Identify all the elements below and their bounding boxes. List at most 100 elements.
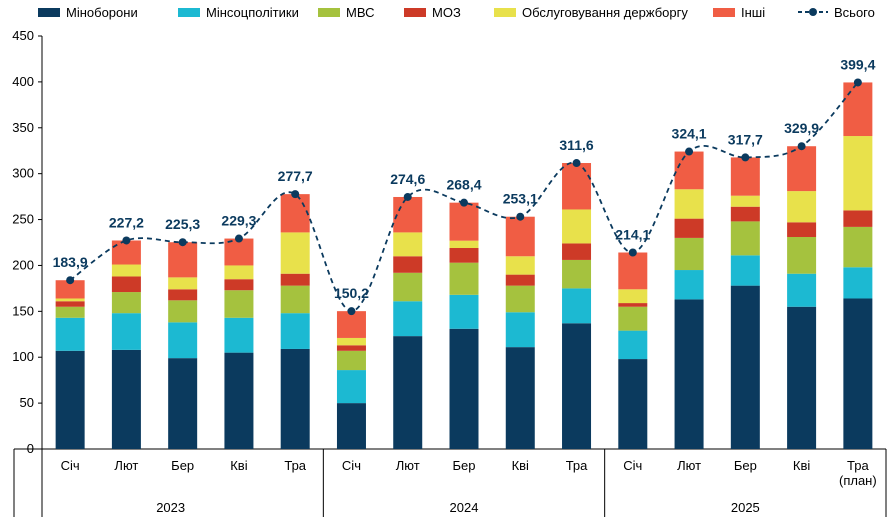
bar-segment (449, 294, 479, 329)
bar-segment (55, 301, 85, 307)
bar-segment (674, 218, 704, 238)
bar-segment (562, 209, 592, 244)
total-point (122, 236, 131, 245)
total-value-label: 183,9 (53, 254, 88, 270)
x-tick-label: Січ (342, 458, 361, 473)
total-value-label: 317,7 (728, 131, 763, 147)
bar-segment (393, 256, 423, 273)
y-tick-label: 450 (12, 28, 34, 43)
total-value-label: 277,7 (278, 168, 313, 184)
legend-label: МВС (346, 4, 375, 20)
bar-segment (111, 313, 141, 350)
bar-segment (224, 290, 254, 318)
bar-segment (843, 267, 873, 299)
bar-segment (55, 298, 85, 302)
bar-segment (168, 300, 198, 323)
legend-swatch (318, 7, 340, 17)
bar-segment (111, 292, 141, 314)
bar-segment (224, 317, 254, 353)
bar-segment (787, 191, 817, 223)
chart-axes: 050100150200250300350400450СічЛютБерКвіТ… (12, 28, 887, 517)
total-point (797, 142, 806, 151)
bar-segment (449, 248, 479, 263)
x-tick-label: Лют (114, 458, 138, 473)
bar-segment (280, 232, 310, 274)
bar-segment (618, 330, 648, 360)
bar-segment (674, 151, 704, 190)
bar-segment (55, 350, 85, 449)
bar-segment (843, 210, 873, 227)
legend-label: МОЗ (432, 4, 461, 20)
total-point (291, 190, 300, 199)
bar-segment (787, 222, 817, 237)
bar-segment (393, 301, 423, 337)
bar-segment (168, 242, 198, 278)
bar-segment (111, 276, 141, 293)
x-tick-label: Січ (623, 458, 642, 473)
bar-segment (562, 323, 592, 449)
total-value-label: 214,1 (615, 227, 650, 243)
y-tick-label: 150 (12, 303, 34, 318)
y-tick-label: 400 (12, 74, 34, 89)
bar-segment (562, 288, 592, 324)
bar-segment (730, 221, 760, 256)
legend-item-total: Всього (798, 4, 875, 20)
bar-segment (280, 285, 310, 314)
chart-bars (55, 82, 873, 449)
legend-swatch (713, 7, 735, 17)
bar-segment (505, 256, 535, 275)
total-point (685, 147, 694, 156)
x-tick-label: Кві (230, 458, 247, 473)
legend-label: Інші (741, 4, 766, 20)
x-tick-label: Січ (61, 458, 80, 473)
total-point (572, 159, 581, 168)
bar-segment (505, 285, 535, 313)
bar-segment (449, 240, 479, 249)
bar-segment (730, 195, 760, 207)
y-tick-label: 250 (12, 212, 34, 227)
legend-item-ministry-health: МОЗ (404, 4, 461, 20)
bar-segment (168, 289, 198, 301)
total-value-label: 274,6 (390, 171, 425, 187)
x-tick-label: Бер (453, 458, 476, 473)
bar-segment (562, 163, 592, 210)
bar-segment (55, 306, 85, 318)
chart-legend: Міноборони Мінсоцполітики МВС МОЗ Обслуг… (0, 0, 895, 26)
data-labels: 183,9 227,2 225,3 229,3 277,7 150,2 274,6 268,4… (53, 56, 876, 301)
legend-swatch (404, 7, 426, 17)
total-point (66, 276, 75, 285)
total-value-label: 150,2 (334, 285, 369, 301)
bar-segment (449, 262, 479, 295)
bar-segment (674, 299, 704, 449)
legend-label: Всього (834, 4, 875, 20)
bar-segment (224, 238, 254, 266)
bar-segment (618, 289, 648, 304)
x-tick-label: Тра (566, 458, 588, 473)
bar-segment (787, 146, 817, 192)
bar-segment (674, 270, 704, 300)
bar-segment (336, 403, 366, 449)
bar-segment (843, 82, 873, 137)
total-point (347, 307, 356, 316)
bar-segment (111, 349, 141, 449)
bar-segment (224, 352, 254, 449)
total-point (178, 238, 187, 247)
bar-segment (562, 259, 592, 289)
year-label: 2025 (731, 500, 760, 515)
total-point (403, 192, 412, 201)
bar-segment (843, 226, 873, 268)
legend-label: Мінсоцполітики (206, 4, 299, 20)
bar-segment (843, 136, 873, 211)
bar-segment (730, 206, 760, 222)
total-value-label: 268,4 (446, 177, 481, 193)
bar-segment (224, 279, 254, 291)
legend-swatch (494, 7, 516, 17)
bar-segment (168, 322, 198, 359)
bar-segment (280, 348, 310, 449)
total-value-label: 225,3 (165, 216, 200, 232)
bar-segment (730, 157, 760, 196)
x-tick-label: Бер (171, 458, 194, 473)
bar-segment (168, 277, 198, 290)
x-tick-label: Кві (512, 458, 529, 473)
legend-label: Міноборони (66, 4, 138, 20)
